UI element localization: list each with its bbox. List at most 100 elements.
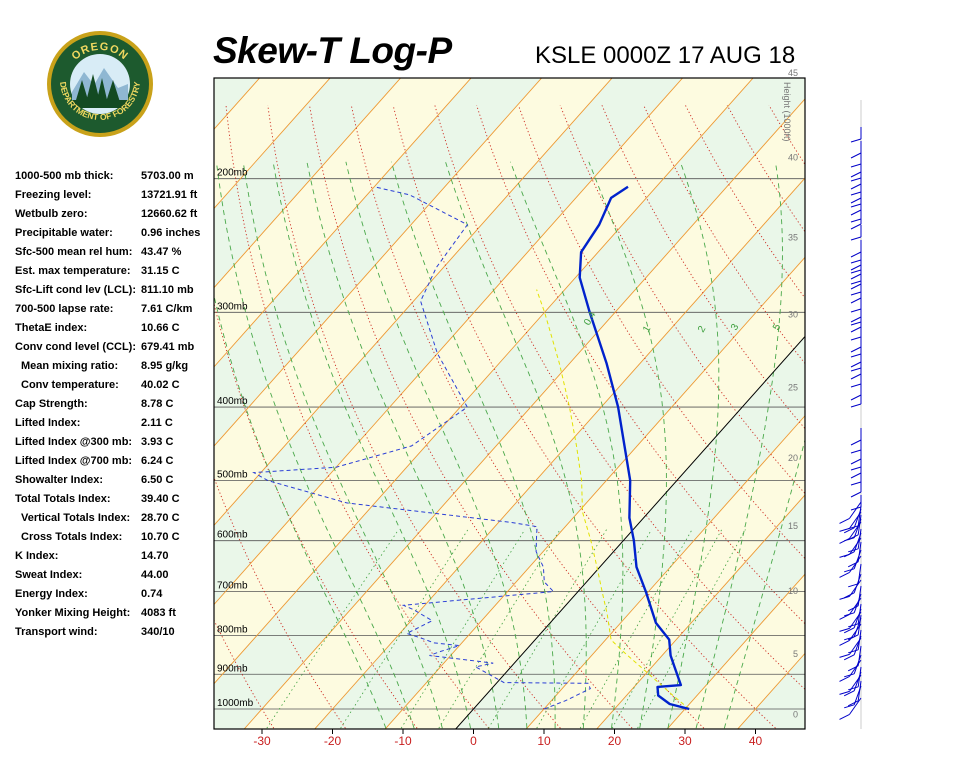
temperature-trace (578, 185, 690, 711)
wind-barb-flag (843, 592, 855, 599)
mixing-ratio-line (488, 529, 607, 729)
wind-barb (850, 455, 862, 471)
height-tick-label: 10 (788, 586, 798, 596)
mixing-ratio-label: 5 (771, 322, 784, 333)
wind-barb-flag (843, 527, 855, 534)
index-label: K Index: (15, 550, 59, 562)
index-label: Lifted Index @300 mb: (15, 436, 133, 448)
isotherm-line (666, 573, 805, 729)
height-tick-label: 15 (788, 521, 798, 531)
wind-barb-flag (839, 517, 850, 524)
wind-barb (844, 617, 862, 641)
index-value: 40.02 C (141, 379, 180, 391)
wind-barb-flag (839, 595, 850, 600)
wind-barb (850, 248, 862, 264)
wind-barb-flag (850, 403, 862, 408)
wind-barb-flag (850, 191, 862, 196)
wind-barb-flag (850, 236, 862, 241)
pressure-label: 400mb (217, 396, 248, 407)
wind-barb-flag (850, 209, 862, 216)
wind-barb (839, 674, 862, 695)
wind-barb-shaft (849, 537, 862, 555)
wind-barb-flag (848, 649, 859, 654)
index-value: 43.47 % (141, 246, 182, 258)
zero-isotherm-line (455, 335, 805, 729)
index-value: 6.50 C (141, 474, 174, 486)
x-tick-label: -10 (394, 734, 412, 748)
wind-barb-flag (850, 472, 862, 479)
wind-barb (839, 579, 862, 600)
wind-barb (850, 495, 862, 511)
isobar-lines (214, 178, 805, 710)
index-label: Mean mixing ratio: (21, 360, 119, 372)
wind-barb-flag (850, 203, 862, 208)
wind-barb-flag (850, 183, 862, 190)
index-label: Energy Index: (15, 588, 88, 600)
wind-barb-shaft (853, 685, 862, 705)
wind-barb-shaft (857, 585, 862, 606)
wind-barb-flag (839, 639, 850, 646)
wind-barb (850, 141, 862, 159)
index-value: 340/10 (141, 626, 175, 638)
wind-barb (850, 372, 862, 388)
wind-barb-flag (850, 297, 862, 304)
wind-barb (839, 511, 862, 532)
mixing-ratio-label: 1 (641, 324, 654, 335)
wind-barb (850, 127, 862, 143)
moist-adiabat-line (695, 161, 783, 729)
wind-barb (839, 697, 862, 720)
wind-barb (843, 508, 862, 534)
index-value: 5703.00 m (141, 170, 194, 182)
isotherm-line (214, 78, 402, 289)
index-label: Total Totals Index: (15, 493, 111, 505)
wind-barb-flag (850, 259, 862, 264)
wind-barb (850, 350, 862, 368)
wind-barb-shaft (853, 608, 862, 628)
index-value: 2.11 C (141, 417, 173, 429)
dry-adiabat-line (58, 105, 203, 728)
wind-barb (839, 637, 862, 658)
wind-barb-flag (844, 568, 855, 573)
wind-barb-flag (848, 623, 859, 628)
pressure-label: 300mb (217, 301, 248, 312)
wind-barb (844, 549, 862, 573)
wind-barb-flag (839, 613, 850, 620)
index-value: 12660.62 ft (141, 208, 198, 220)
index-label: Vertical Totals Index: (21, 512, 131, 524)
index-label: Wetbulb zero: (15, 208, 88, 220)
dry-adiabat-line (643, 105, 805, 365)
index-value: 44.00 (141, 569, 169, 581)
wind-barb (839, 501, 862, 524)
moist-adiabat-line (214, 293, 387, 729)
mixing-ratio-line (637, 529, 746, 729)
moist-adiabat-line (272, 161, 471, 729)
height-tick-label: 0 (793, 709, 798, 719)
wind-barb-shaft (849, 623, 862, 641)
wind-barb-flag (850, 439, 862, 446)
wind-barb-flag (844, 673, 855, 678)
wind-barb-shaft (849, 611, 862, 629)
wind-barb-flag (843, 690, 855, 697)
wind-barb-flag (850, 367, 862, 372)
station-label: KSLE 0000Z 17 AUG 18 (535, 42, 796, 69)
dry-adiabats (58, 104, 960, 729)
mixing-ratio-lines (266, 529, 746, 729)
index-label: Lifted Index @700 mb: (15, 455, 133, 467)
dry-adiabat-line (894, 105, 960, 728)
index-label: Cap Strength: (15, 398, 88, 410)
moist-adiabat-line (723, 438, 805, 729)
isotherm-line (384, 256, 805, 729)
moist-adiabat-line (445, 161, 587, 729)
dewpoint-trace (252, 186, 591, 710)
index-label: Conv temperature: (21, 379, 119, 391)
pressure-label: 1000mb (217, 698, 254, 709)
wind-barb-shaft (853, 617, 862, 637)
height-tick-label: 5 (793, 649, 798, 659)
wind-barb (850, 480, 862, 498)
wind-barb-shaft (857, 514, 862, 535)
wind-barb-flag (850, 223, 862, 230)
wind-barb-flag (850, 481, 862, 486)
index-value: 13721.91 ft (141, 189, 198, 201)
pressure-labels: 1000mb 900mb 800mb 700mb 600mb 500mb 400mb 300m… (217, 168, 254, 709)
wind-barb-shaft (853, 573, 862, 593)
